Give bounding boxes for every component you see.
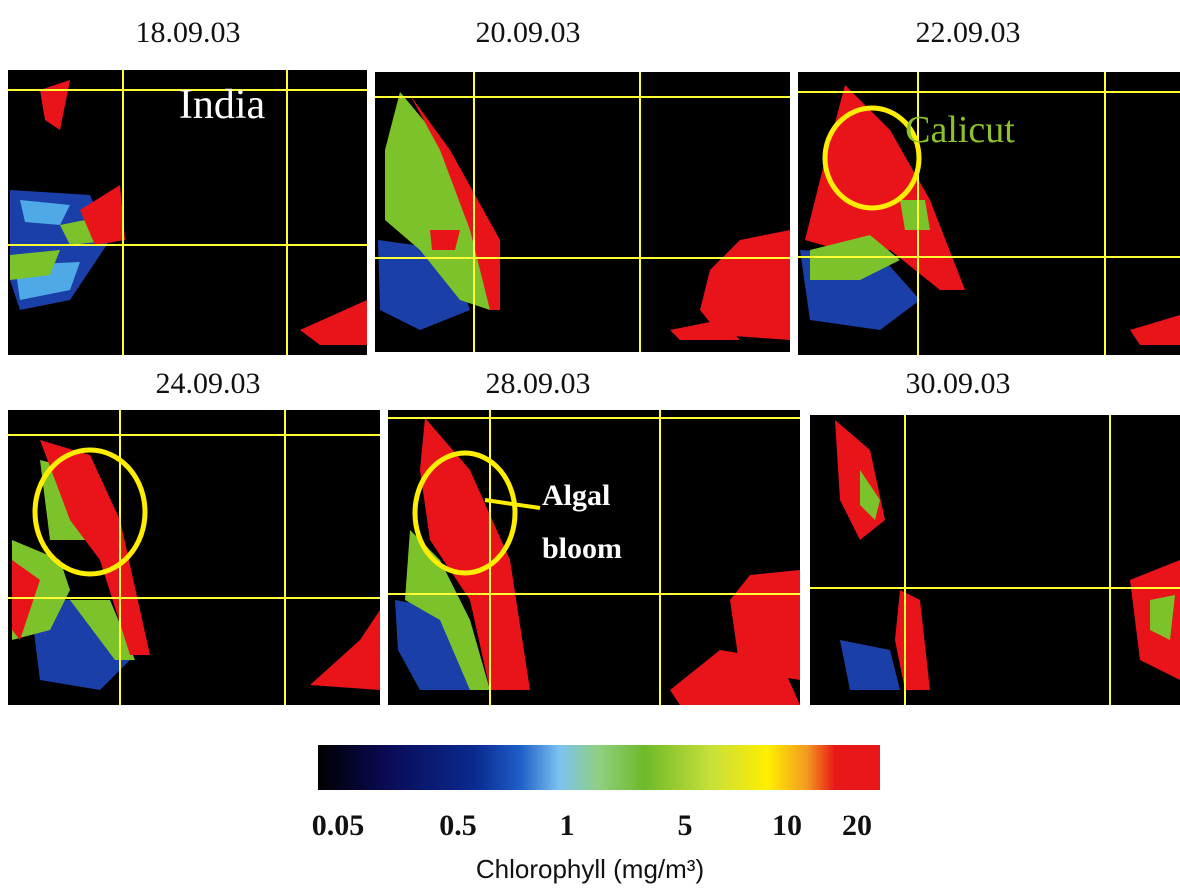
- map-panel: [8, 410, 380, 705]
- colorbar-tick-label: 1: [560, 809, 575, 842]
- map-panel: Algal bloom: [388, 410, 800, 705]
- panel-date: 22.09.03: [916, 16, 1021, 49]
- colorbar-title: Chlorophyll (mg/m³): [476, 854, 704, 884]
- colorbar-tick-label: 0.05: [312, 809, 365, 842]
- colorbar: [318, 745, 880, 790]
- panel-date: 20.09.03: [476, 16, 581, 49]
- map-panel: [810, 415, 1180, 705]
- colorbar-tick-label: 0.5: [439, 809, 477, 842]
- map-label: Algal bloom: [542, 479, 622, 565]
- map-label: India: [179, 82, 266, 128]
- panel-date: 18.09.03: [136, 16, 241, 49]
- colorbar-tick-label: 20: [842, 809, 872, 842]
- map-label-line: Algal: [542, 479, 610, 512]
- map-panel: Calicut: [798, 72, 1180, 355]
- map-label-line: bloom: [542, 532, 622, 565]
- map-panel: India: [8, 70, 367, 355]
- map-panel: [375, 72, 790, 352]
- colorbar-tick-label: 10: [772, 809, 802, 842]
- panel-date: 28.09.03: [486, 367, 591, 400]
- panel-date: 30.09.03: [906, 367, 1011, 400]
- panel-date: 24.09.03: [156, 367, 261, 400]
- colorbar-tick-label: 5: [678, 809, 693, 842]
- map-label: Calicut: [905, 109, 1015, 151]
